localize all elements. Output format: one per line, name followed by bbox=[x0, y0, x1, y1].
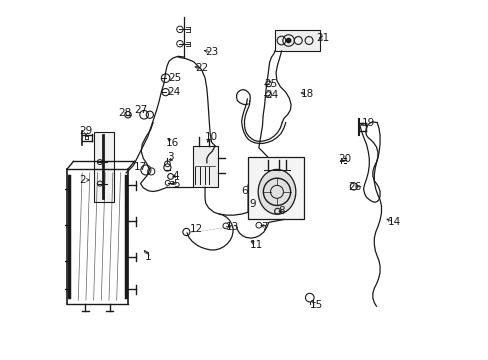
Text: 18: 18 bbox=[301, 89, 314, 99]
Text: 17: 17 bbox=[134, 162, 147, 172]
Text: 13: 13 bbox=[225, 222, 238, 232]
Text: 14: 14 bbox=[387, 217, 400, 227]
Text: 9: 9 bbox=[249, 199, 255, 210]
Text: 1: 1 bbox=[144, 252, 151, 262]
Text: 23: 23 bbox=[204, 46, 218, 57]
Text: 11: 11 bbox=[249, 239, 263, 249]
Text: 7: 7 bbox=[260, 222, 267, 231]
Bar bbox=[247, 157, 303, 220]
Text: 22: 22 bbox=[195, 63, 208, 73]
Bar bbox=[274, 30, 319, 51]
Text: 25: 25 bbox=[168, 73, 182, 83]
Text: 5: 5 bbox=[172, 179, 179, 189]
Text: 4: 4 bbox=[172, 171, 179, 181]
Text: 25: 25 bbox=[264, 79, 277, 89]
Text: 2: 2 bbox=[79, 175, 85, 185]
Text: 16: 16 bbox=[165, 138, 179, 148]
Text: 24: 24 bbox=[265, 90, 278, 100]
Ellipse shape bbox=[258, 170, 295, 214]
Bar bbox=[192, 146, 217, 187]
Text: 10: 10 bbox=[204, 132, 218, 142]
Bar bbox=[94, 132, 113, 202]
Text: 6: 6 bbox=[241, 186, 247, 197]
Text: 29: 29 bbox=[80, 126, 93, 136]
Text: 15: 15 bbox=[309, 300, 323, 310]
Text: 19: 19 bbox=[361, 118, 374, 128]
Text: 3: 3 bbox=[167, 152, 174, 162]
Text: 20: 20 bbox=[338, 154, 351, 164]
Circle shape bbox=[286, 39, 290, 42]
Text: 12: 12 bbox=[190, 225, 203, 234]
Text: 27: 27 bbox=[134, 105, 147, 116]
Text: 26: 26 bbox=[348, 182, 361, 192]
Text: 28: 28 bbox=[118, 108, 131, 118]
Text: 24: 24 bbox=[167, 87, 180, 98]
Text: 21: 21 bbox=[316, 33, 329, 43]
Text: 8: 8 bbox=[278, 206, 284, 216]
